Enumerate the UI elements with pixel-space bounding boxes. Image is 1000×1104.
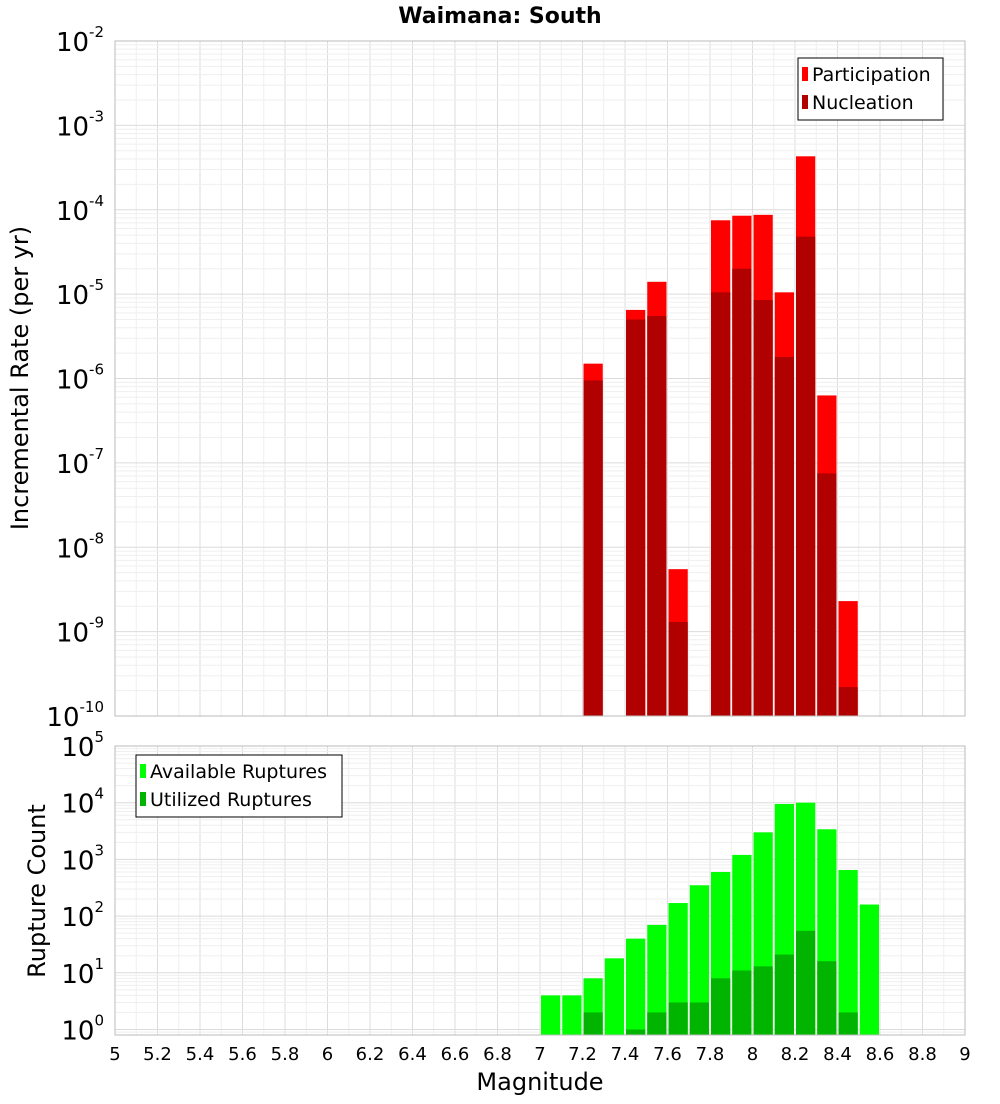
x-tick-label: 7.4 xyxy=(611,1044,640,1065)
x-tick-label: 5.6 xyxy=(228,1044,257,1065)
top-legend-swatch xyxy=(802,95,808,109)
x-tick-label: 7 xyxy=(534,1044,545,1065)
top-y-tick-label: 10-7 xyxy=(56,445,104,480)
top-bar-nucleation-7.55 xyxy=(647,316,667,716)
bottom-bar-utilized-ruptures-7.95 xyxy=(732,970,752,1035)
bottom-bar-available-ruptures-7.15 xyxy=(562,995,582,1035)
bottom-bar-available-ruptures-8.45 xyxy=(838,870,858,1035)
top-bar-nucleation-8.35 xyxy=(817,473,837,716)
x-tick-label: 5 xyxy=(109,1044,120,1065)
bottom-bar-utilized-ruptures-7.25 xyxy=(583,1012,603,1035)
top-y-tick-label: 10-6 xyxy=(56,361,104,396)
bottom-bar-available-ruptures-7.55 xyxy=(647,924,667,1035)
top-legend-swatch xyxy=(802,67,808,81)
top-grid xyxy=(114,41,966,717)
x-tick-label: 5.8 xyxy=(271,1044,300,1065)
top-y-tick-label: 10-4 xyxy=(56,192,104,227)
bottom-bar-utilized-ruptures-8.35 xyxy=(817,961,837,1035)
top-bar-nucleation-7.65 xyxy=(668,622,688,716)
bottom-legend-label: Utilized Ruptures xyxy=(150,789,312,811)
bottom-plot-frame xyxy=(114,745,966,1036)
bottom-bar-utilized-ruptures-7.65 xyxy=(668,1002,688,1035)
x-tick-label: 8.6 xyxy=(866,1044,895,1065)
x-tick-label: 6.8 xyxy=(483,1044,512,1065)
x-tick-label: 7.2 xyxy=(568,1044,597,1065)
bottom-series-utilized-ruptures xyxy=(583,930,858,1035)
x-axis-label: Magnitude xyxy=(476,1068,603,1096)
top-bar-nucleation-8.05 xyxy=(753,300,773,716)
top-legend-label: Participation xyxy=(812,64,931,86)
bottom-y-tick-label: 102 xyxy=(61,898,104,933)
top-y-tick-label: 10-3 xyxy=(56,107,104,142)
x-tick-label: 6.4 xyxy=(398,1044,427,1065)
x-tick-label: 9 xyxy=(959,1044,970,1065)
bottom-y-tick-label: 104 xyxy=(61,785,104,820)
top-y-axis-label: Incremental Rate (per yr) xyxy=(6,226,34,530)
chart-title: Waimana: South xyxy=(398,4,601,29)
bottom-y-axis-label: Rupture Count xyxy=(23,804,51,978)
bottom-y-tick-label: 101 xyxy=(61,955,104,990)
bottom-bar-available-ruptures-7.35 xyxy=(604,958,624,1035)
top-panel-incremental-rate: 10-10 10-9 10-8 10-7 10-6 10-5 10-4 10-3 10-2 Par… xyxy=(46,23,966,733)
bottom-bar-available-ruptures-7.05 xyxy=(541,995,561,1035)
x-tick-label: 6 xyxy=(322,1044,333,1065)
top-legend-label: Nucleation xyxy=(812,92,914,114)
top-bar-nucleation-8.45 xyxy=(838,687,858,716)
bottom-bar-utilized-ruptures-7.55 xyxy=(647,1012,667,1035)
x-tick-label: 7.6 xyxy=(653,1044,682,1065)
bottom-bar-utilized-ruptures-8.15 xyxy=(774,954,794,1035)
x-tick-label: 8.8 xyxy=(908,1044,937,1065)
x-tick-label: 6.2 xyxy=(356,1044,385,1065)
bottom-bar-available-ruptures-8.55 xyxy=(859,904,879,1035)
bottom-legend-swatch xyxy=(140,764,146,778)
x-tick-label: 5.4 xyxy=(186,1044,215,1065)
bottom-bar-available-ruptures-7.45 xyxy=(626,938,646,1035)
bottom-bar-available-ruptures-7.75 xyxy=(689,885,709,1035)
top-y-tick-label: 10-10 xyxy=(46,698,104,733)
top-legend: Participation Nucleation xyxy=(797,57,944,121)
bottom-bar-utilized-ruptures-7.45 xyxy=(626,1029,646,1035)
top-bar-nucleation-7.25 xyxy=(583,380,603,716)
top-series-nucleation xyxy=(583,236,858,716)
x-tick-labels: 5 5.2 5.4 5.6 5.8 6 6.2 6.4 6.6 6.8 7 7.2 7.4 7.6 7.8 8… xyxy=(109,1044,970,1065)
bottom-bar-utilized-ruptures-8.05 xyxy=(753,966,773,1035)
bottom-series-available-ruptures xyxy=(541,802,879,1035)
x-tick-label: 8.4 xyxy=(823,1044,852,1065)
x-tick-label: 6.6 xyxy=(441,1044,470,1065)
top-y-tick-label: 10-2 xyxy=(56,23,104,58)
bottom-bar-utilized-ruptures-7.85 xyxy=(711,978,731,1035)
bottom-legend-swatch xyxy=(140,792,146,806)
bottom-y-tick-label: 100 xyxy=(61,1012,104,1047)
bottom-y-tick-label: 105 xyxy=(61,728,104,763)
bottom-bar-available-ruptures-7.65 xyxy=(668,903,688,1035)
x-tick-label: 7.8 xyxy=(696,1044,725,1065)
top-bar-nucleation-8.25 xyxy=(796,236,816,716)
top-bar-nucleation-7.45 xyxy=(626,319,646,716)
top-y-tick-label: 10-8 xyxy=(56,529,104,564)
bottom-legend: Available Ruptures Utilized Ruptures xyxy=(135,754,343,818)
top-plot-frame xyxy=(114,40,966,717)
bottom-legend-label: Available Ruptures xyxy=(150,761,327,783)
bottom-bar-utilized-ruptures-8.45 xyxy=(838,1012,858,1035)
bottom-bar-utilized-ruptures-7.75 xyxy=(689,1002,709,1035)
x-tick-label: 8.2 xyxy=(781,1044,810,1065)
top-bar-nucleation-8.15 xyxy=(774,356,794,716)
top-y-tick-label: 10-5 xyxy=(56,276,104,311)
bottom-y-tick-label: 103 xyxy=(61,841,104,876)
bottom-panel-rupture-count: 100 101 102 103 104 105 Available Ruptures Util… xyxy=(61,728,966,1047)
bottom-bar-utilized-ruptures-8.25 xyxy=(796,930,816,1035)
x-tick-label: 8 xyxy=(747,1044,758,1065)
x-tick-label: 5.2 xyxy=(143,1044,172,1065)
top-y-tick-label: 10-9 xyxy=(56,614,104,649)
top-bar-nucleation-7.85 xyxy=(711,292,731,716)
top-bar-nucleation-7.95 xyxy=(732,268,752,716)
